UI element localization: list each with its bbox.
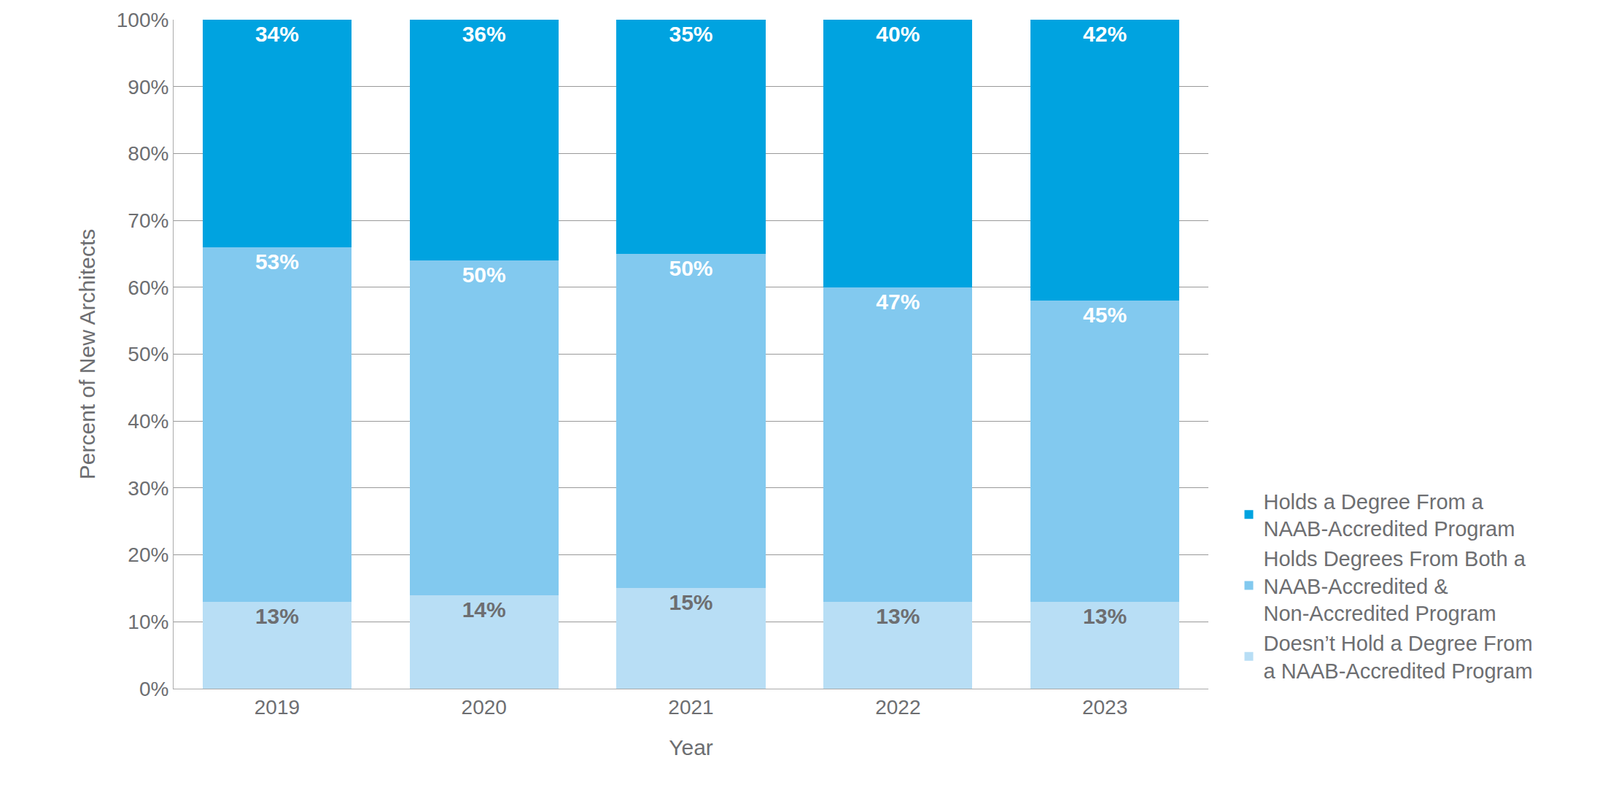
svg-text:20%: 20% bbox=[127, 543, 169, 566]
svg-text:60%: 60% bbox=[127, 276, 169, 299]
svg-text:50%: 50% bbox=[668, 255, 713, 281]
svg-text:13%: 13% bbox=[255, 603, 299, 628]
svg-text:40%: 40% bbox=[875, 21, 920, 46]
svg-text:2020: 2020 bbox=[461, 695, 507, 719]
svg-text:Holds Degrees From Both aNAAB-: Holds Degrees From Both aNAAB-Accredited… bbox=[1263, 546, 1526, 625]
svg-text:Holds a Degree From aNAAB-Accr: Holds a Degree From aNAAB-Accredited Pro… bbox=[1263, 490, 1515, 542]
svg-text:100%: 100% bbox=[116, 8, 170, 32]
svg-text:0%: 0% bbox=[139, 677, 169, 701]
svg-text:Percent of New Architects: Percent of New Architects bbox=[75, 228, 100, 480]
svg-text:50%: 50% bbox=[462, 262, 507, 287]
svg-text:42%: 42% bbox=[1082, 21, 1127, 46]
svg-text:2019: 2019 bbox=[254, 695, 300, 719]
svg-text:13%: 13% bbox=[875, 603, 920, 628]
svg-text:15%: 15% bbox=[668, 589, 713, 615]
svg-text:36%: 36% bbox=[462, 21, 507, 46]
svg-text:53%: 53% bbox=[255, 249, 299, 274]
svg-text:2021: 2021 bbox=[668, 695, 714, 719]
svg-text:13%: 13% bbox=[1082, 603, 1127, 628]
svg-text:70%: 70% bbox=[127, 209, 169, 232]
svg-text:2023: 2023 bbox=[1082, 695, 1128, 719]
svg-text:90%: 90% bbox=[127, 75, 169, 99]
svg-text:50%: 50% bbox=[127, 342, 169, 366]
svg-text:34%: 34% bbox=[255, 21, 299, 46]
svg-text:80%: 80% bbox=[127, 142, 169, 165]
svg-text:Doesn’t Hold a Degree Froma NA: Doesn’t Hold a Degree Froma NAAB-Accredi… bbox=[1263, 631, 1533, 683]
svg-text:47%: 47% bbox=[875, 289, 920, 314]
svg-text:10%: 10% bbox=[127, 610, 169, 633]
svg-text:2022: 2022 bbox=[875, 695, 921, 719]
svg-text:30%: 30% bbox=[127, 476, 169, 500]
svg-text:14%: 14% bbox=[462, 597, 507, 622]
svg-text:45%: 45% bbox=[1082, 302, 1127, 327]
svg-text:40%: 40% bbox=[127, 409, 169, 433]
svg-text:35%: 35% bbox=[668, 21, 713, 46]
svg-text:Year: Year bbox=[668, 735, 714, 760]
